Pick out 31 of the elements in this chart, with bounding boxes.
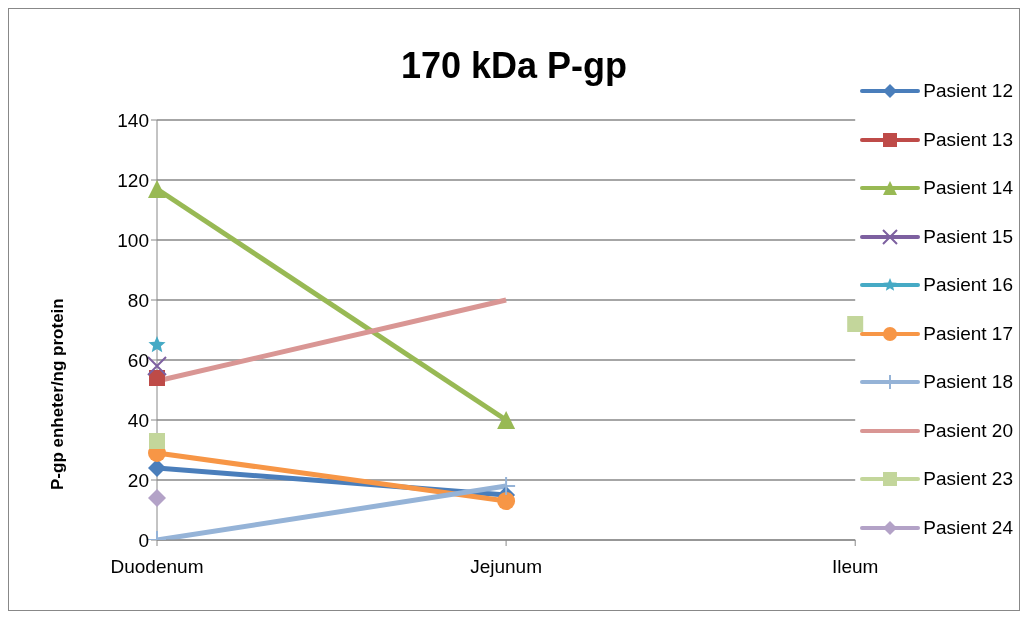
y-tick-label: 20 — [127, 469, 149, 491]
chart-title: 170 kDa P-gp — [400, 45, 628, 86]
x-tick-label: Duodenum — [110, 556, 204, 578]
y-tick-label: 80 — [127, 289, 149, 311]
y-tick-label: 120 — [117, 169, 149, 191]
x-tick-label: Jejunum — [470, 556, 543, 578]
y-tick-label: 0 — [138, 529, 149, 551]
legend-label: Pasient 18 — [923, 371, 1013, 394]
legend-label: Pasient 24 — [923, 516, 1013, 539]
legend-label: Pasient 14 — [923, 177, 1013, 200]
y-tick-label: 40 — [127, 409, 149, 431]
point — [147, 356, 167, 376]
point — [497, 492, 516, 510]
legend-label: Pasient 16 — [923, 274, 1013, 297]
point — [847, 316, 864, 332]
legend-label: Pasient 15 — [923, 225, 1013, 248]
point — [148, 336, 166, 353]
y-tick-label: 60 — [127, 349, 149, 371]
legend-label: Pasient 17 — [923, 322, 1013, 345]
y-tick-label: 100 — [117, 229, 149, 251]
point — [149, 433, 165, 449]
legend-label: Pasient 23 — [923, 468, 1013, 491]
legend-label: Pasient 12 — [923, 80, 1013, 103]
y-tick-label: 140 — [117, 109, 149, 131]
legend-label: Pasient 13 — [923, 128, 1013, 151]
point — [148, 489, 166, 507]
y-axis-title: P-gp enheter/ng protein — [48, 298, 68, 490]
point — [149, 370, 165, 386]
x-tick-label: Ileum — [831, 556, 879, 578]
legend-label: Pasient 20 — [923, 419, 1013, 442]
point — [148, 459, 166, 477]
